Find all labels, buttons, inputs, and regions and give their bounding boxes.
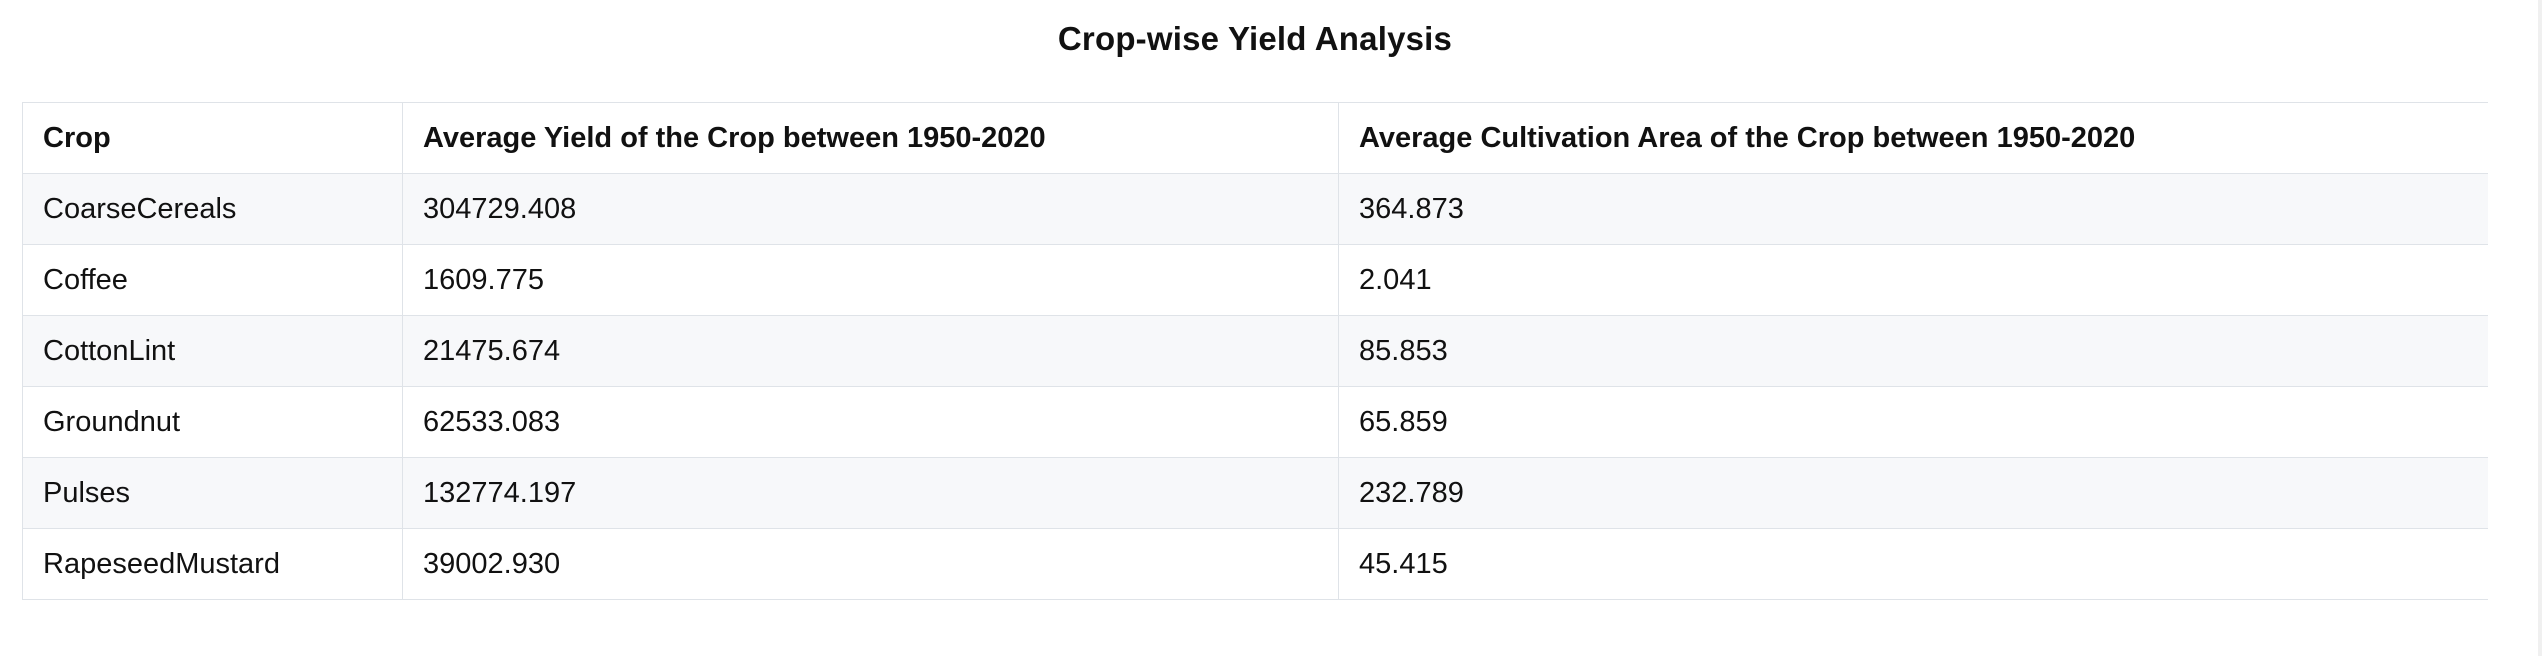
cell-average-area: 85.853 [1338,315,2488,387]
column-header-crop: Crop [22,102,403,174]
cell-average-yield: 21475.674 [402,315,1339,387]
table-row: CottonLint 21475.674 85.853 [22,315,2488,387]
cell-average-area: 65.859 [1338,386,2488,458]
page-title: Crop-wise Yield Analysis [1057,20,1453,57]
table-row: Pulses 132774.197 232.789 [22,457,2488,529]
table-row: CoarseCereals 304729.408 364.873 [22,173,2488,245]
cell-average-area: 232.789 [1338,457,2488,529]
cell-average-yield: 304729.408 [402,173,1339,245]
cell-average-yield: 39002.930 [402,528,1339,600]
cell-average-yield: 132774.197 [402,457,1339,529]
table-row: Groundnut 62533.083 65.859 [22,386,2488,458]
cell-average-yield: 62533.083 [402,386,1339,458]
cell-average-area: 45.415 [1338,528,2488,600]
crop-yield-table: Crop Average Yield of the Crop between 1… [22,102,2488,600]
cell-average-area: 2.041 [1338,244,2488,316]
table-container[interactable]: Crop Average Yield of the Crop between 1… [22,102,2488,612]
cell-crop: CoarseCereals [22,173,403,245]
column-header-average-cultivation-area: Average Cultivation Area of the Crop bet… [1338,102,2488,174]
cell-crop: CottonLint [22,315,403,387]
cell-crop: Pulses [22,457,403,529]
table-row: RapeseedMustard 39002.930 45.415 [22,528,2488,600]
cell-crop: RapeseedMustard [22,528,403,600]
cell-crop: Coffee [22,244,403,316]
column-header-average-yield: Average Yield of the Crop between 1950-2… [402,102,1339,174]
cell-average-area: 364.873 [1338,173,2488,245]
table-row: Coffee 1609.775 2.041 [22,244,2488,316]
cell-crop: Groundnut [22,386,403,458]
table-header-row: Crop Average Yield of the Crop between 1… [22,102,2488,174]
vertical-scrollbar[interactable] [2538,0,2542,656]
cell-average-yield: 1609.775 [402,244,1339,316]
